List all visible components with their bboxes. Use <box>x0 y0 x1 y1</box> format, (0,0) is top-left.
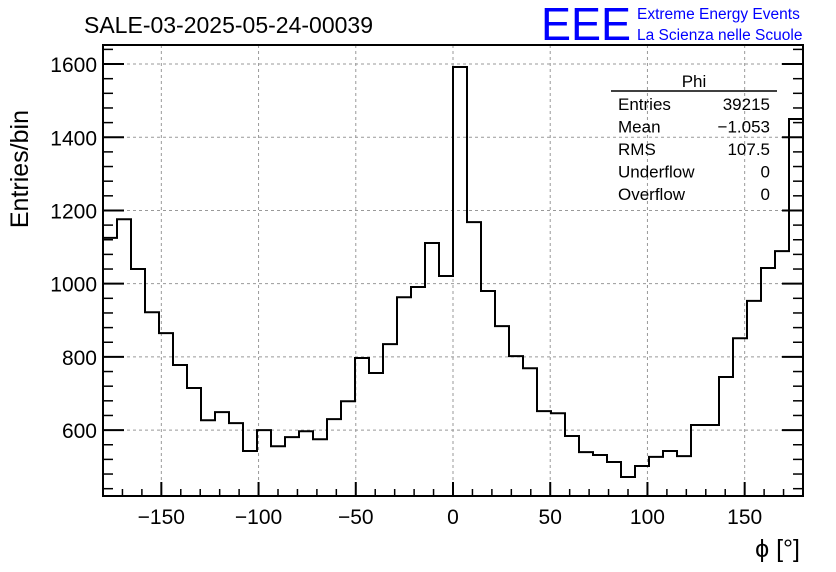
histogram-bin <box>187 388 201 496</box>
x-axis-label: ϕ [°] <box>755 535 800 563</box>
x-tick-label: 150 <box>727 506 762 529</box>
histogram-bin <box>523 368 537 496</box>
histogram-bin <box>411 287 425 496</box>
histogram-bin <box>103 238 117 496</box>
y-tick-label: 1200 <box>50 200 97 223</box>
stats-box: Phi Entries 39215 Mean −1.053 RMS 107.5 Underf… <box>611 72 777 204</box>
histogram-bin <box>593 455 607 496</box>
histogram-bin <box>159 333 173 496</box>
x-tick-label: 50 <box>539 506 562 529</box>
histogram-bin <box>341 401 355 496</box>
stats-value: 0 <box>761 185 770 204</box>
plot-frame <box>102 44 804 497</box>
histogram-bin <box>229 423 243 496</box>
logo-line2: La Scienza nelle Scuole <box>637 27 802 44</box>
y-tick-label: 600 <box>62 420 97 443</box>
stats-label: RMS <box>618 140 656 159</box>
histogram-bin <box>551 413 565 496</box>
axes: −150 −100 −50 0 50 100 150 600 800 1000 1200 1400 16… <box>50 48 804 529</box>
canvas-title: SALE-03-2025-05-24-00039 <box>84 12 373 38</box>
stats-label: Mean <box>618 118 661 137</box>
histogram-bars <box>103 65 803 496</box>
histogram-bin <box>397 297 411 496</box>
histogram-bin <box>509 356 523 496</box>
x-tick-label: 0 <box>447 506 459 529</box>
x-tick-label: −100 <box>235 506 282 529</box>
histogram-bin <box>369 373 383 496</box>
histogram-bin <box>663 451 677 496</box>
stats-value: 0 <box>761 163 770 182</box>
y-tick-label: 1400 <box>50 127 97 150</box>
histogram-bin <box>467 222 481 496</box>
x-tick-label: −50 <box>338 506 374 529</box>
stats-label: Overflow <box>618 185 686 204</box>
histogram-bin <box>285 437 299 496</box>
histogram-bin <box>215 412 229 496</box>
y-axis-label: Entries/bin <box>6 110 34 228</box>
histogram-bin <box>327 419 341 496</box>
histogram-bin <box>649 457 663 496</box>
histogram-bin <box>145 312 159 496</box>
histogram-bin <box>355 358 369 496</box>
stats-value: −1.053 <box>718 118 770 137</box>
histogram-bin <box>243 451 257 496</box>
histogram-bin <box>747 301 761 496</box>
logo-line1: Extreme Energy Events <box>637 6 800 23</box>
stats-name: Phi <box>682 72 707 91</box>
histogram-bin <box>565 436 579 496</box>
histogram-bin <box>313 439 327 496</box>
histogram-bin <box>495 326 509 496</box>
histogram-bin <box>131 269 145 496</box>
y-tick-label: 1000 <box>50 274 97 297</box>
histogram-bin <box>579 452 593 496</box>
histogram-outline <box>103 65 803 478</box>
histogram-bin <box>453 67 467 496</box>
histogram-bin <box>425 243 439 496</box>
histogram-bin <box>201 420 215 496</box>
histogram-bin <box>271 446 285 496</box>
histogram-bin <box>481 291 495 496</box>
histogram-bin <box>173 365 187 496</box>
histogram-bin <box>383 344 397 496</box>
stats-value: 39215 <box>723 95 770 114</box>
histogram-bin <box>733 338 747 496</box>
stats-label: Entries <box>618 95 671 114</box>
histogram-bin <box>705 425 719 496</box>
x-tick-label: −150 <box>138 506 185 529</box>
eee-logo: EEE Extreme Energy Events La Scienza nel… <box>541 0 802 50</box>
x-tick-label: 100 <box>630 506 665 529</box>
histogram-bin <box>439 276 453 496</box>
y-tick-label: 800 <box>62 347 97 370</box>
histogram-bin <box>537 411 551 496</box>
stats-value: 107.5 <box>727 140 770 159</box>
histogram-bin <box>761 268 775 496</box>
histogram-bin <box>719 377 733 496</box>
histogram-bin <box>677 456 691 496</box>
logo-text: EEE <box>541 0 631 50</box>
histogram-bin <box>789 119 803 496</box>
stats-label: Underflow <box>618 163 695 182</box>
histogram-bin <box>299 431 313 496</box>
y-tick-label: 1600 <box>50 54 97 77</box>
histogram-bin <box>775 251 789 496</box>
histogram-bin <box>691 425 705 496</box>
